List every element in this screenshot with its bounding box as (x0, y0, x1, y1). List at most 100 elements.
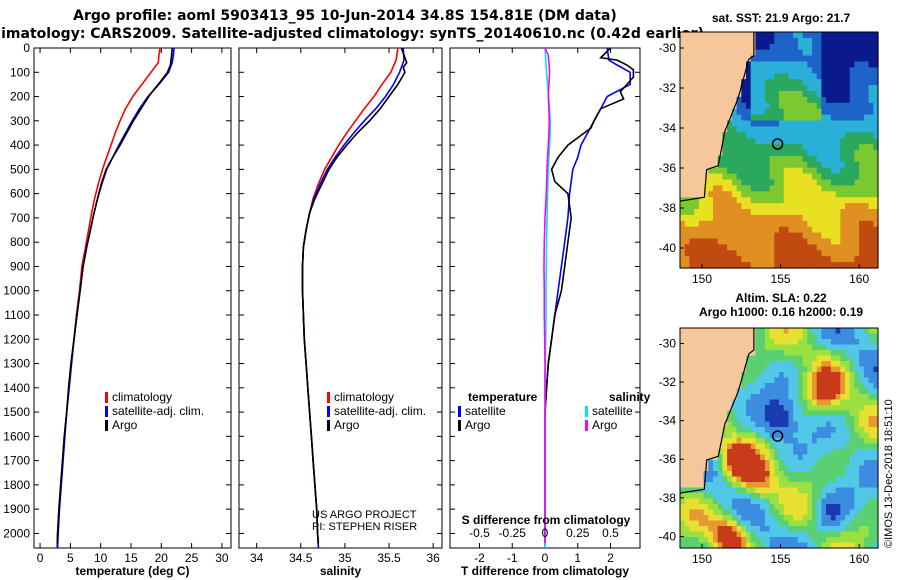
map-cell (868, 394, 874, 401)
map-cell (760, 232, 766, 240)
map-cell (684, 32, 690, 39)
map-cell (684, 214, 690, 222)
map-cell (698, 443, 705, 450)
map-cell (755, 126, 761, 133)
map-cell (717, 537, 723, 544)
map-cell (840, 537, 846, 544)
map-cell (769, 399, 775, 406)
map-cell (708, 114, 714, 122)
map-cell (854, 487, 860, 494)
map-cell (684, 460, 690, 467)
map-cell (769, 328, 775, 335)
map-cell (750, 132, 756, 139)
map-cell (769, 61, 775, 68)
map-cell (741, 531, 747, 538)
map-cell (840, 432, 846, 439)
map-cell (680, 509, 686, 516)
map-cell (807, 432, 813, 439)
map-cell (868, 454, 874, 461)
map-cell (689, 504, 695, 511)
map-cell (826, 55, 832, 63)
map-cell (694, 220, 700, 228)
map-cell (816, 526, 822, 533)
legend-label: Argo (334, 418, 360, 432)
map-cell (812, 73, 818, 80)
map-cell (774, 350, 780, 357)
map-cell (821, 232, 827, 240)
legend-swatch (105, 406, 108, 417)
map-cell (698, 191, 705, 198)
map-cell (835, 432, 841, 439)
map-cell (868, 138, 874, 145)
map-cell (722, 394, 728, 401)
map-cell (764, 85, 771, 92)
map-cell (859, 262, 865, 269)
map-cell (816, 476, 822, 483)
map-cell (863, 487, 870, 494)
map-cell (840, 476, 846, 483)
map-cell (727, 377, 733, 384)
map-cell (717, 49, 723, 57)
map-cell (703, 504, 709, 511)
map-cell (816, 542, 822, 549)
map-cell (788, 344, 794, 351)
map-cell (774, 37, 780, 45)
map-cell (736, 191, 742, 198)
map-cell (863, 377, 870, 384)
map-cell (755, 339, 761, 346)
map-cell (684, 339, 690, 346)
map-cell (840, 460, 846, 467)
map-cell (774, 232, 780, 240)
map-cell (755, 432, 761, 439)
map-cell (845, 244, 851, 251)
map-cell (826, 460, 832, 467)
map-cell (774, 262, 780, 269)
map-cell (873, 366, 879, 373)
map-cell (812, 102, 818, 110)
map-cell (807, 361, 813, 368)
map-cell (703, 388, 709, 395)
map-cell (812, 542, 818, 549)
map-cell (698, 232, 705, 240)
y-tick-label: 1300 (3, 357, 30, 371)
map-cell (746, 383, 752, 390)
map-cell (774, 377, 780, 384)
map-cell (741, 185, 747, 192)
map-cell (816, 167, 822, 175)
map-cell (769, 361, 775, 368)
map-cell (802, 421, 808, 428)
map-cell (750, 449, 756, 456)
map-cell (821, 405, 827, 412)
map-cell (849, 438, 855, 445)
map-cell (863, 482, 870, 489)
map-cell (830, 416, 837, 423)
map-cell (802, 509, 808, 516)
map-cell (849, 256, 855, 263)
legend-t-title: temperature (468, 390, 538, 404)
y-tick-label: 600 (10, 187, 30, 201)
map-cell (684, 487, 690, 494)
map-cell (849, 344, 855, 351)
map-cell (746, 394, 752, 401)
map-cell (821, 416, 827, 423)
map-cell (873, 232, 879, 240)
map-cell (802, 361, 808, 368)
map-cell (873, 226, 879, 234)
map-cell (769, 226, 775, 234)
map-cell (868, 197, 874, 204)
map-cell (873, 388, 879, 395)
map-cell (689, 37, 695, 45)
map-cell (746, 531, 752, 538)
map-cell (769, 67, 775, 74)
map-cell (764, 328, 771, 335)
map-cell (826, 61, 832, 68)
map-cell (797, 372, 804, 379)
map-cell (802, 67, 808, 74)
map-cell (830, 355, 837, 362)
s-tick-label: 0.5 (602, 526, 619, 540)
map-cell (750, 55, 756, 63)
y-tick-label: 2000 (3, 526, 30, 540)
map-cell (816, 256, 822, 263)
map-cell (680, 372, 686, 379)
map-cell (722, 144, 728, 151)
